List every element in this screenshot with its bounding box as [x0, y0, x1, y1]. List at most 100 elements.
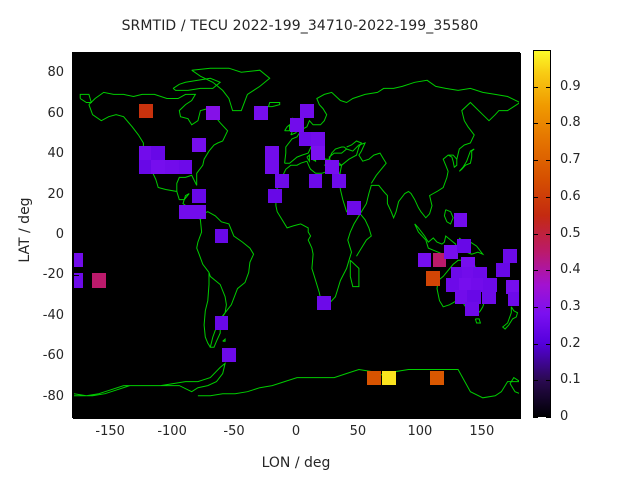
y-axis-label: LAT / deg [17, 197, 33, 263]
x-tick-label: -50 [223, 424, 245, 439]
colorbar-tick-label: 0.8 [560, 115, 581, 131]
colorbar-tick-mark [533, 343, 538, 345]
colorbar-tick-label: 0.4 [560, 262, 581, 278]
heatmap-cell [151, 146, 166, 161]
colorbar-gradient [534, 51, 550, 416]
heatmap-cell [205, 105, 220, 120]
y-tick-mark [73, 275, 79, 277]
y-tick-mark [73, 396, 79, 398]
x-tick-label: -150 [95, 424, 125, 439]
heatmap-cell [317, 295, 332, 310]
x-tick-label: -100 [157, 424, 187, 439]
heatmap-cell [457, 239, 472, 254]
heatmap-cell [265, 146, 280, 161]
coastline-path [74, 362, 226, 397]
coastline-path [458, 148, 475, 172]
x-tick-mark [296, 412, 297, 418]
heatmap-cell [221, 348, 236, 363]
heatmap-cell [267, 188, 282, 203]
x-tick-mark [357, 412, 359, 418]
heatmap-cell [138, 103, 153, 118]
coastline-path [275, 143, 361, 306]
heatmap-cell [505, 279, 520, 294]
map-plot-area[interactable] [73, 53, 521, 419]
coastline-path [474, 318, 482, 324]
y-tick-label: 0 [55, 227, 64, 242]
colorbar-tick-mark [546, 86, 551, 88]
colorbar-tick-mark [546, 123, 551, 125]
coastline-path [509, 376, 520, 395]
colorbar-tick-label: 0.1 [560, 372, 581, 388]
colorbar-tick-mark [533, 380, 538, 382]
colorbar-tick-mark [546, 417, 551, 418]
heatmap-cell [381, 370, 396, 385]
heatmap-cell [417, 253, 432, 268]
y-tick-label: 60 [47, 105, 64, 121]
x-tick-label: 100 [407, 424, 433, 439]
heatmap-cell [467, 289, 482, 304]
y-tick-mark [73, 315, 79, 317]
colorbar-tick-mark [546, 343, 551, 345]
heatmap-cell [298, 131, 313, 147]
colorbar-tick-label: 0 [560, 409, 569, 424]
heatmap-cell [453, 212, 468, 227]
y-tick-mark [73, 356, 79, 358]
y-tick-mark [73, 73, 79, 75]
heatmap-cell [332, 174, 347, 189]
coastline-path [191, 67, 271, 112]
heatmap-cell [138, 146, 153, 161]
y-tick-label: 20 [47, 186, 64, 202]
heatmap-cell [74, 273, 84, 288]
coastline-path [346, 142, 387, 184]
colorbar-tick-mark [546, 306, 551, 308]
colorbar-tick-mark [546, 380, 551, 382]
coastline-path [456, 101, 520, 160]
heatmap-cell [192, 204, 207, 219]
x-tick-label: 50 [349, 424, 367, 439]
x-tick-label: 150 [469, 424, 495, 439]
heatmap-cell [443, 245, 458, 260]
coastline-path [88, 91, 229, 186]
heatmap-cell [347, 200, 361, 215]
heatmap-cell [151, 160, 166, 175]
y-tick-mark [73, 235, 79, 236]
colorbar-tick-mark [533, 306, 538, 308]
coastline-path [443, 209, 454, 225]
y-tick-label: -80 [42, 388, 64, 404]
colorbar-tick-label: 0.9 [560, 78, 581, 94]
heatmap-cell [178, 160, 193, 175]
colorbar-tick-label: 0.3 [560, 298, 581, 314]
heatmap-cell [164, 160, 179, 175]
x-tick-mark [234, 412, 236, 418]
y-tick-mark [73, 154, 79, 156]
heatmap-cell [458, 277, 473, 292]
heatmap-cell [483, 277, 498, 292]
coastline-path [222, 337, 226, 342]
y-tick-label: -60 [42, 348, 64, 364]
heatmap-cell [254, 105, 268, 120]
heatmap-cell [503, 249, 517, 264]
heatmap-cell [214, 315, 229, 331]
heatmap-cell [482, 289, 496, 304]
heatmap-cell [91, 273, 106, 288]
colorbar-tick-mark [533, 417, 538, 418]
coastline-path [267, 102, 281, 108]
colorbar-tick-label: 0.2 [560, 335, 581, 351]
coastline-path [196, 219, 210, 273]
heatmap-cell [214, 228, 229, 244]
heatmap-cell [324, 160, 339, 175]
colorbar-tick-mark [533, 160, 538, 162]
colorbar-tick-mark [533, 270, 538, 272]
heatmap-cell [426, 271, 441, 286]
coastline-path [88, 104, 201, 221]
heatmap-cell [275, 174, 290, 189]
heatmap-cell [495, 263, 510, 278]
y-tick-mark [73, 194, 79, 196]
y-tick-label: -40 [42, 307, 64, 323]
coastline-path [284, 123, 291, 132]
heatmap-cell [311, 146, 325, 161]
x-tick-label: 0 [291, 424, 301, 439]
y-tick-mark [73, 113, 79, 115]
heatmap-cell [454, 289, 469, 304]
